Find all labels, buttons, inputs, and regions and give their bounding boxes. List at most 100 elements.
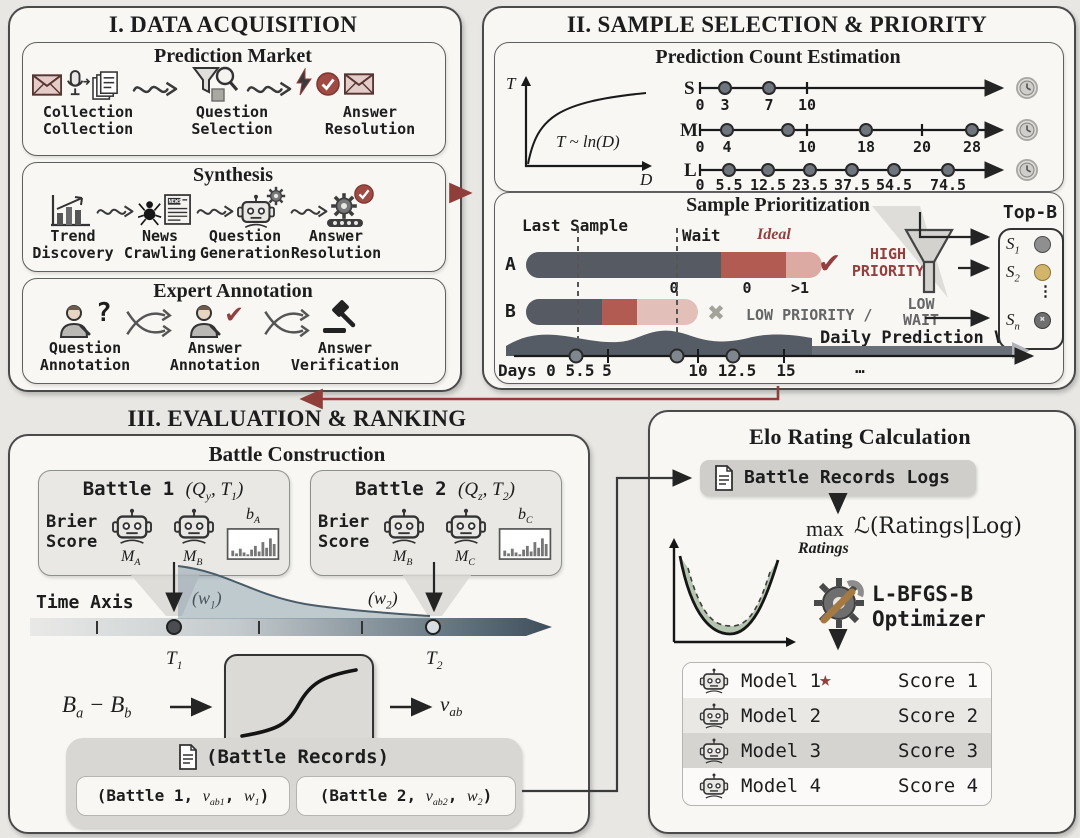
panel3-title: III. EVALUATION & RANKING [127,406,467,431]
step-label: Collection Collection [42,103,134,138]
step-label: Question Annotation [39,339,131,374]
tick-label: 5.5 [715,176,743,194]
squiggle-arrow-icon [196,202,234,220]
model-c-robot-icon [444,508,488,546]
histogram-icon [498,528,552,560]
expert-annotation-box [22,278,446,384]
wait-label: Wait [682,226,721,245]
brier-score-c-label: bC [518,506,533,527]
synthesis-box [22,162,446,272]
battle1-record-pill: (Battle 1, vab1, w1) [76,776,290,816]
row-a-label: A [505,254,516,275]
priority-bar-b [526,299,698,325]
battle2-brier-label: Brier Score [318,512,370,552]
robot-icon [699,703,729,730]
tick-label: 0 [695,138,705,156]
gear-wrench-icon [812,576,866,630]
max-operator: max [806,516,844,541]
slot-s2-label: S2 [1006,262,1020,285]
tick-label: 28 [962,138,982,156]
t2-label: T2 [426,648,443,672]
model-name: Model 4 [741,775,822,797]
check-mark: ✔ [226,298,243,329]
step-label: Answer Resolution [290,227,382,262]
gavel-icon [322,300,358,334]
annotator-icon [188,304,224,338]
step-label: Trend Discovery [32,227,114,262]
tick-label: 4 [722,138,732,156]
squiggle-arrow-icon [132,78,178,99]
document-icon [178,744,198,770]
battle2-record-pill: (Battle 2, vab2, w2) [296,776,516,816]
row-b-label: B [505,301,516,322]
slot-sn-dot: ✖ [1034,312,1051,329]
model-b-robot-icon [172,508,216,546]
clock-icon [1016,77,1038,99]
model-name: Model 3 [741,740,822,762]
days-axis-label: Days 0 [498,361,556,380]
tick-label: 10 [797,138,817,156]
tick-label: 18 [856,138,876,156]
model-score: Score 1 [898,670,979,692]
model-score: Score 2 [898,705,979,727]
slot-sn-label: Sn [1006,310,1020,333]
prediction-count-title: Prediction Count Estimation [655,46,901,68]
priority-bar-a [526,252,822,278]
tick-label: 37.5 [833,176,871,194]
days-tick: 10 [688,361,708,380]
top-b-label: Top-B [1002,202,1058,223]
squiggle-arrow-icon [290,202,328,220]
wait-zero-label: 0 [669,279,679,297]
battle1-brier-label: Brier Score [46,512,98,552]
histogram-icon [226,528,280,560]
model-row: Model 3 Score 3 [683,733,991,768]
high-priority-label: HIGH PRIORITY [851,245,925,280]
mic-documents-icon [66,70,120,103]
battle1-title: Battle 1 (Qy, T1) [82,478,244,503]
battle-records-logs-label: Battle Records Logs [744,467,950,488]
chain-icon [326,218,364,228]
w1-label: (w1) [192,588,222,612]
model-ranking-box: Model 1 ★ Score 1 Model 2 Score 2 Model … [682,662,992,806]
low-priority-cross-icon: ✖ [708,296,725,329]
tick-label: 23.5 [791,176,829,194]
days-tick: 15 [776,361,796,380]
panel4-title: Elo Rating Calculation [749,424,971,449]
model-row: Model 2 Score 2 [683,698,991,733]
panel2-title: II. SAMPLE SELECTION & PRIORITY [566,12,988,37]
brier-difference-formula: Ba − Bb [62,692,132,722]
days-tick: 5 [602,361,612,380]
days-tick: 5.5 [565,361,595,380]
prediction-market-title: Prediction Market [154,45,312,67]
tick-label: 3 [720,96,730,114]
tick-label: 0 [695,176,705,194]
clock-icon [1016,159,1038,181]
optimizer-label: L-BFGS-B Optimizer [872,582,986,631]
top-b-slots-box [998,228,1064,350]
model-score: Score 3 [898,740,979,762]
ideal-zero-label: 0 [742,279,752,297]
squiggle-arrow-icon [96,202,134,220]
lightning-icon [296,68,312,96]
cross-arrows-icon [124,306,174,340]
sample-prioritization-title: Sample Prioritization [686,194,870,216]
tick-label: 12.5 [749,176,787,194]
robot-icon [699,668,729,695]
tick-label: 0 [695,96,705,114]
model-score: Score 4 [898,775,979,797]
battle-records-logs-pill [700,460,976,496]
document-icon [714,465,734,491]
question-mark: ? [96,298,112,328]
tick-label: 10 [797,96,817,114]
w2-label: (w2) [368,588,398,612]
slot-s2-dot [1034,264,1051,281]
ideal-label: Ideal [757,226,791,243]
model-b-robot-icon [382,508,426,546]
sigmoid-box [224,654,374,754]
step-label: Question Selection [191,103,273,138]
high-priority-check-icon: ✔ [820,242,840,280]
timeline-l-label: L [684,160,697,181]
timeline-s-label: S [684,78,695,99]
check-circle-icon [354,184,374,204]
